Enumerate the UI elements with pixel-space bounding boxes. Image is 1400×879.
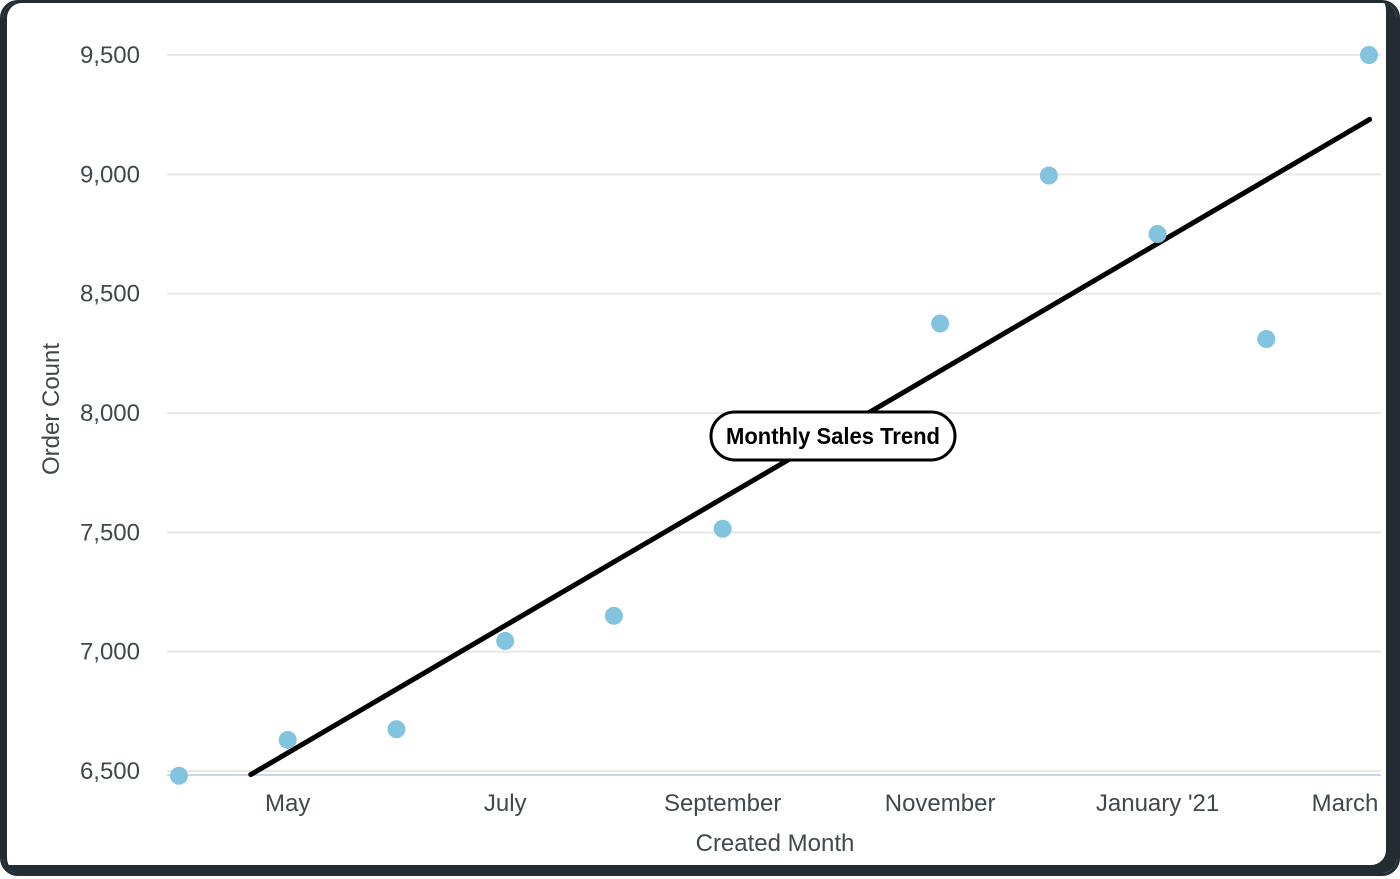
data-point-april[interactable] xyxy=(170,766,188,785)
data-point-june[interactable] xyxy=(387,720,406,739)
scatter-plot: 9,500 9,000 8,500 8,000 7,500 7,000 6,500 May J… xyxy=(38,42,1381,857)
data-point-july[interactable] xyxy=(496,631,515,650)
y-tick-label: 8,500 xyxy=(80,281,140,308)
y-axis-title: Order Count xyxy=(38,343,65,475)
data-point-march[interactable] xyxy=(1360,46,1378,64)
x-tick-label: March xyxy=(1312,790,1379,817)
y-tick-label: 7,500 xyxy=(80,519,140,546)
x-tick-label: July xyxy=(484,790,527,817)
series-label: Monthly Sales Trend xyxy=(726,423,940,449)
gridlines xyxy=(167,54,1381,772)
x-tick-label: January '21 xyxy=(1096,790,1219,817)
y-tick-label: 7,000 xyxy=(80,639,140,666)
y-tick-label: 9,000 xyxy=(80,161,140,188)
data-point-november[interactable] xyxy=(931,314,950,333)
data-point-january-21[interactable] xyxy=(1148,225,1167,243)
x-tick-label: November xyxy=(885,790,996,817)
data-point-september[interactable] xyxy=(713,519,732,538)
data-point-august[interactable] xyxy=(604,606,623,625)
x-axis-title: Created Month xyxy=(696,830,855,857)
series-label-pill: Monthly Sales Trend xyxy=(709,410,957,462)
y-tick-label: 8,000 xyxy=(80,400,140,427)
y-tick-label: 9,500 xyxy=(80,42,140,69)
data-point-december[interactable] xyxy=(1039,166,1058,185)
data-point-may[interactable] xyxy=(278,730,297,749)
data-point-february[interactable] xyxy=(1257,330,1276,349)
x-tick-label: May xyxy=(265,790,310,817)
y-tick-label: 6,500 xyxy=(80,758,140,785)
series-label-pill-bg xyxy=(709,410,957,462)
x-tick-label: September xyxy=(664,790,781,817)
